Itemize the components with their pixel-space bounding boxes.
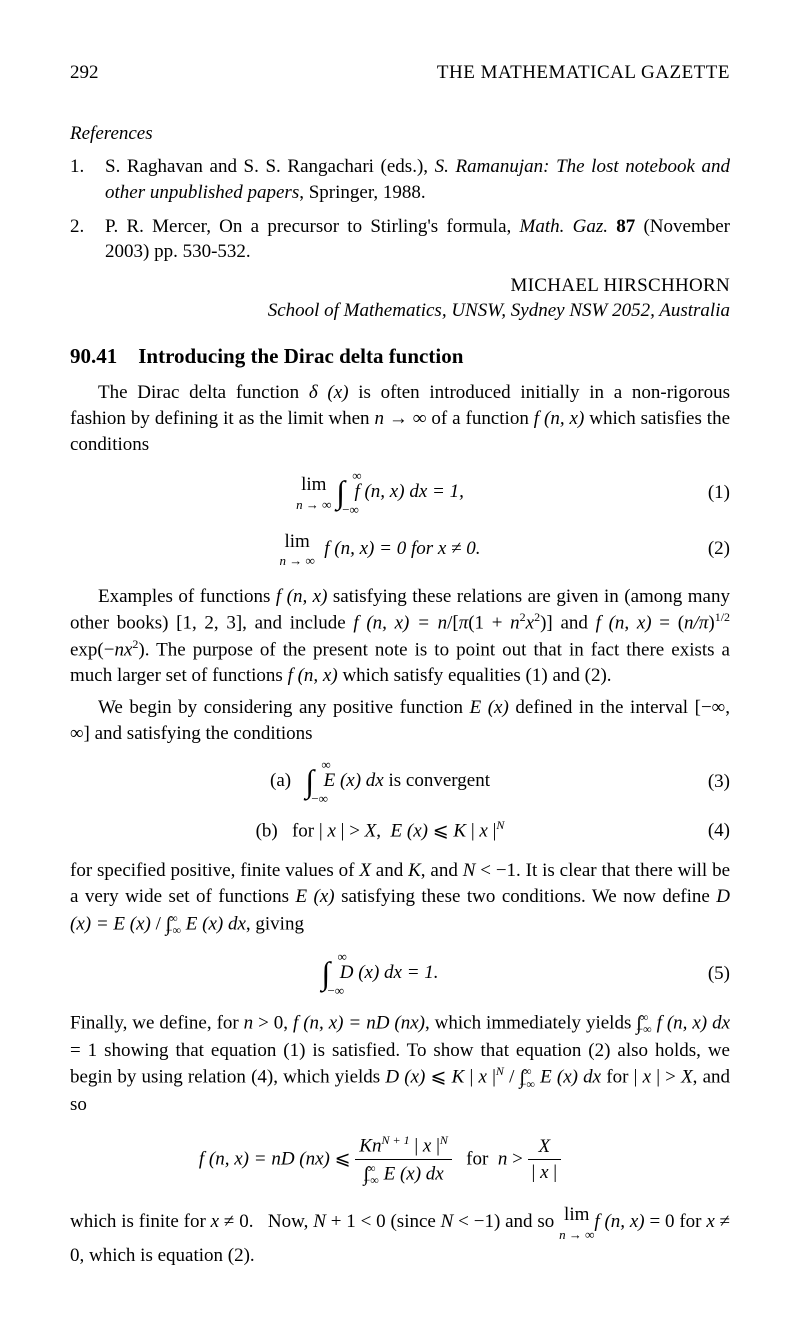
page-header: 292 THE MATHEMATICAL GAZETTE — [70, 60, 730, 86]
equation-3: (a) ∫ ∞ −∞ E (x) dx is convergent (3) — [70, 760, 730, 803]
author-name: MICHAEL HIRSCHHORN — [70, 273, 730, 299]
equation-5: ∫ ∞ −∞ D (x) dx = 1. (5) — [70, 952, 730, 995]
author-affiliation: School of Mathematics, UNSW, Sydney NSW … — [70, 298, 730, 324]
reference-text: P. R. Mercer, On a precursor to Stirling… — [105, 214, 730, 265]
equation-number: (3) — [690, 769, 730, 795]
equation-2: lim n → ∞ f (n, x) = 0 for x ≠ 0. (2) — [70, 529, 730, 570]
journal-title: THE MATHEMATICAL GAZETTE — [437, 60, 730, 86]
reference-item: 1. S. Raghavan and S. S. Rangachari (eds… — [70, 154, 730, 205]
equation-number: (5) — [690, 961, 730, 987]
reference-number: 2. — [70, 214, 105, 265]
page-number: 292 — [70, 60, 99, 86]
paragraph: which is finite for x ≠ 0. Now, N + 1 < … — [70, 1202, 730, 1269]
reference-text: S. Raghavan and S. S. Rangachari (eds.),… — [105, 154, 730, 205]
references-heading: References — [70, 121, 730, 147]
paragraph: for specified positive, finite values of… — [70, 858, 730, 938]
equation-6: f (n, x) = nD (nx) ⩽ KnN + 1 | x |N ∫∞−∞… — [70, 1132, 730, 1188]
equation-4: (b) for | x | > X, E (x) ⩽ K | x |N (4) — [70, 817, 730, 844]
reference-number: 1. — [70, 154, 105, 205]
paragraph: Finally, we define, for n > 0, f (n, x) … — [70, 1009, 730, 1117]
equation-number: (4) — [690, 818, 730, 844]
paragraph: We begin by considering any positive fun… — [70, 695, 730, 746]
equation-number: (2) — [690, 536, 730, 562]
equation-number: (1) — [690, 480, 730, 506]
reference-item: 2. P. R. Mercer, On a precursor to Stirl… — [70, 214, 730, 265]
article-title: 90.41 Introducing the Dirac delta functi… — [70, 342, 730, 370]
equation-1: lim n → ∞ ∫ ∞ −∞ f (n, x) dx = 1, (1) — [70, 471, 730, 514]
paragraph: The Dirac delta function δ (x) is often … — [70, 380, 730, 457]
paragraph: Examples of functions f (n, x) satisfyin… — [70, 584, 730, 689]
